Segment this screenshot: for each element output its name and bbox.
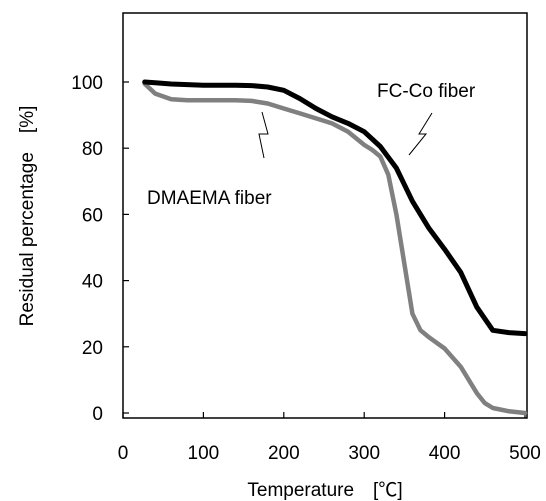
- annotation-layer: FC-Co fiber DMAEMA fiber: [147, 81, 476, 209]
- y-axis-label: Residual percentage [%]: [17, 106, 38, 327]
- x-tick-label: 300: [348, 443, 380, 464]
- y-tick-label: 80: [82, 139, 103, 160]
- annotation-dmaema: DMAEMA fiber: [147, 188, 272, 209]
- series-layer: [142, 79, 528, 416]
- x-tick-label: 500: [509, 443, 541, 464]
- y-axis-ticks: 0 20 40 60 80 100: [71, 73, 129, 425]
- x-tick-label: 400: [429, 443, 461, 464]
- y-tick-label: 0: [92, 404, 103, 425]
- leader-dmaema: [258, 111, 269, 159]
- series-line-dmaema: [142, 81, 528, 416]
- series-line-fc-co: [142, 79, 528, 337]
- x-axis-ticks: 0 100 200 300 400 500: [118, 412, 541, 464]
- y-tick-label: 100: [71, 73, 103, 94]
- x-tick-label: 0: [118, 443, 129, 464]
- x-tick-label: 200: [268, 443, 300, 464]
- leader-fc-co: [408, 112, 433, 156]
- y-tick-label: 40: [82, 272, 103, 293]
- x-axis-label: Temperature [℃]: [247, 480, 402, 501]
- y-tick-label: 20: [82, 338, 103, 359]
- plot-frame: [122, 12, 528, 419]
- y-tick-label: 60: [82, 205, 103, 226]
- annotation-fc-co: FC-Co fiber: [377, 81, 476, 102]
- x-tick-label: 100: [188, 443, 220, 464]
